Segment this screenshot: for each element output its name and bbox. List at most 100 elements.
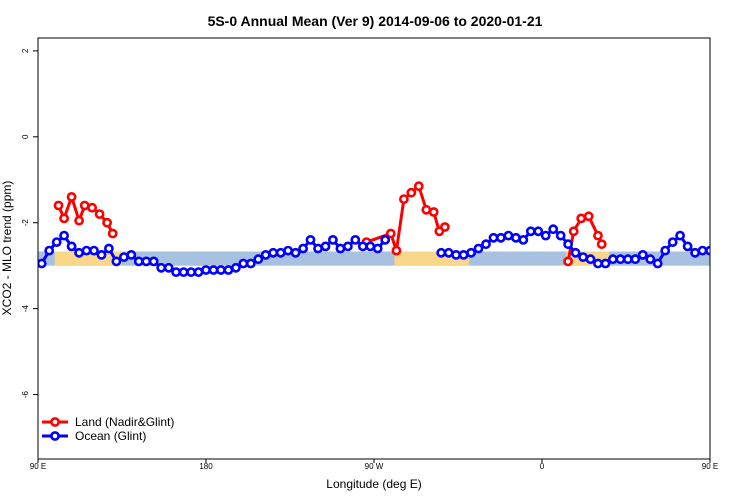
ocean-point: [645, 254, 656, 265]
land-point: [439, 222, 450, 232]
ocean-point: [481, 239, 491, 250]
land-point: [53, 200, 64, 211]
ocean-point: [637, 249, 648, 260]
x-axis: 90 E 180 90 W 0 90 E: [30, 459, 718, 471]
land-series-line: [732, 197, 750, 234]
x-tick-label: 90 E: [702, 462, 718, 471]
ocean-point: [600, 258, 611, 269]
ocean-point: [372, 243, 383, 254]
ocean-point: [714, 249, 721, 256]
ocean-point: [283, 245, 293, 256]
ocean-point: [473, 243, 484, 254]
ocean-point: [436, 247, 447, 258]
series-layer: [38, 181, 750, 277]
ocean-point: [268, 247, 279, 258]
legend-land-marker: [50, 417, 60, 427]
ocean-point: [570, 247, 581, 258]
ocean-point: [245, 258, 256, 269]
ocean-point: [608, 254, 618, 265]
ocean-point: [518, 234, 529, 245]
ocean-point: [148, 256, 159, 267]
y-axis-label: XCO2 - MLO trend (ppm): [0, 181, 14, 316]
y-tick-label: -2: [21, 219, 30, 227]
land-point: [729, 202, 736, 209]
land-point: [391, 245, 402, 256]
ocean-point: [744, 254, 750, 261]
ocean-point: [729, 245, 736, 252]
ocean-point: [357, 241, 368, 252]
ocean-point: [350, 234, 361, 245]
land-point: [107, 228, 118, 239]
ocean-point: [540, 230, 551, 241]
legend-ocean-label: Ocean (Glint): [75, 429, 146, 443]
ocean-point: [193, 267, 204, 277]
legend-ocean-marker: [50, 431, 60, 441]
chart-title: 5S-0 Annual Mean (Ver 9) 2014-09-06 to 2…: [208, 13, 543, 29]
land-point: [74, 215, 84, 226]
land-point: [742, 193, 749, 200]
y-tick-label: -4: [21, 305, 30, 313]
ocean-point: [96, 249, 107, 260]
ocean-point: [652, 258, 663, 269]
land-point: [102, 217, 112, 228]
ocean-point: [156, 262, 167, 273]
land-point: [596, 239, 607, 250]
ocean-point: [44, 245, 55, 256]
ocean-point: [66, 241, 77, 252]
land-point: [406, 187, 417, 198]
ocean-point: [682, 241, 693, 252]
legend: Land (Nadir&Glint)Ocean (Glint): [42, 415, 174, 443]
ocean-point: [89, 245, 99, 256]
y-tick-label: 0: [21, 134, 30, 139]
ocean-point: [342, 241, 353, 252]
ocean-point: [38, 258, 47, 269]
ocean-point: [320, 241, 331, 252]
ocean-point: [721, 251, 728, 258]
land-point: [563, 256, 573, 267]
ocean-point: [215, 265, 226, 275]
ocean-point: [630, 254, 641, 265]
x-tick-label: 0: [540, 462, 545, 471]
ocean-point: [555, 230, 566, 241]
land-point: [59, 213, 69, 224]
ocean-point: [171, 267, 181, 277]
ocean-point: [126, 249, 137, 260]
ocean-point: [525, 226, 536, 237]
ocean-point: [327, 234, 338, 245]
ocean-point: [380, 234, 391, 245]
y-tick-label: -6: [21, 390, 30, 398]
ocean-point: [230, 262, 241, 273]
ocean-point: [51, 237, 62, 247]
ocean-point: [667, 237, 678, 247]
ocean-point: [585, 254, 596, 265]
ocean-point: [111, 256, 122, 267]
x-tick-label: 180: [199, 462, 213, 471]
ocean-point: [163, 262, 174, 273]
ocean-point: [533, 226, 544, 237]
land-point: [413, 181, 424, 192]
ocean-point: [495, 232, 506, 243]
ocean-point: [313, 243, 323, 254]
x-tick-label: 90 W: [365, 462, 384, 471]
ocean-point: [466, 247, 476, 258]
x-tick-label: 90 E: [30, 462, 46, 471]
ocean-point: [451, 249, 461, 260]
ocean-point: [697, 245, 708, 256]
ocean-point: [675, 230, 685, 241]
ocean-point: [133, 256, 144, 267]
land-point: [385, 228, 396, 239]
land-point: [583, 211, 594, 222]
ocean-point: [290, 247, 301, 258]
ocean-point: [260, 249, 271, 260]
ocean-point: [335, 243, 346, 254]
ocean-point: [81, 245, 92, 256]
ocean-point: [223, 265, 234, 275]
land-point: [94, 209, 105, 219]
ocean-point: [305, 234, 316, 245]
land-point: [398, 194, 409, 204]
ocean-point: [458, 249, 469, 260]
ocean-series-line: [718, 249, 750, 273]
y-tick-label: 2: [21, 48, 30, 53]
ocean-point: [178, 267, 189, 277]
